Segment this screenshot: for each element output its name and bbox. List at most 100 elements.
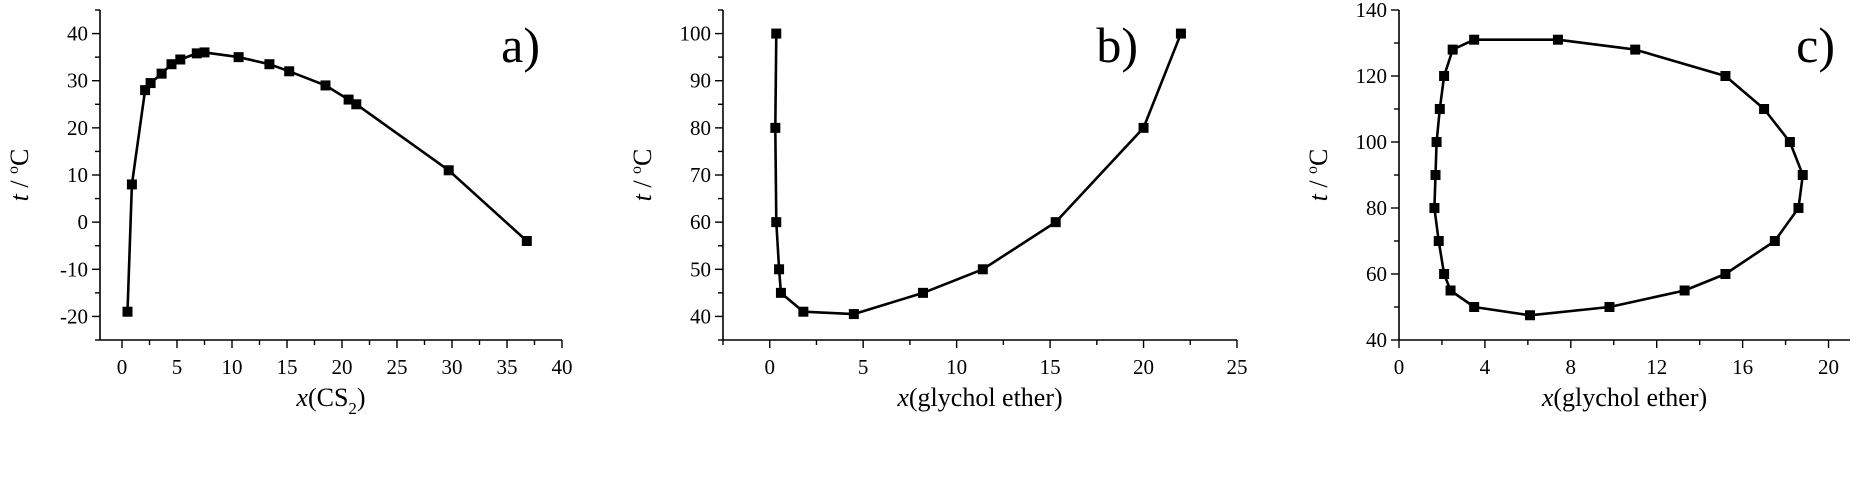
y-tick-label: 0 — [78, 210, 89, 234]
data-point — [1759, 104, 1770, 114]
panel-label: c) — [1796, 17, 1835, 73]
series-line — [126, 51, 528, 312]
data-point — [351, 99, 362, 110]
y-tick-label: 70 — [690, 163, 711, 187]
data-point — [1604, 302, 1615, 312]
y-tick-label: 120 — [1356, 64, 1388, 88]
data-point — [977, 264, 988, 275]
x-tick-label: 0 — [117, 355, 128, 379]
y-tick-label: 20 — [67, 116, 88, 140]
data-point — [175, 54, 186, 65]
data-point — [233, 52, 244, 63]
x-tick-label: 10 — [222, 355, 243, 379]
x-tick-label: 10 — [946, 355, 967, 379]
data-point — [798, 306, 809, 317]
data-point — [1445, 285, 1456, 296]
x-tick-label: 5 — [172, 355, 183, 379]
y-tick-label: 50 — [690, 257, 711, 281]
x-tick-label: 16 — [1732, 355, 1753, 379]
y-tick-label: 30 — [67, 69, 88, 93]
data-point — [848, 309, 859, 320]
data-point — [521, 236, 532, 246]
data-point — [1430, 170, 1441, 180]
x-tick-label: 20 — [1818, 355, 1839, 379]
x-tick-label: 0 — [764, 355, 775, 379]
x-tick-label: 20 — [1133, 355, 1154, 379]
data-point — [1439, 71, 1450, 81]
chart-panel-1: 0 5 10 15 20 25 30 35 40 -20 -10 0 10 20 30 40 x(CS2) t /… — [5, 9, 573, 418]
data-point — [122, 306, 133, 317]
data-point — [343, 94, 354, 105]
data-point — [770, 122, 781, 133]
data-point — [320, 80, 331, 91]
data-point — [1720, 269, 1731, 279]
data-point — [1431, 137, 1442, 147]
x-tick-label: 25 — [387, 355, 408, 379]
data-point — [1679, 285, 1690, 296]
y-tick-label: -20 — [60, 304, 88, 328]
x-tick-label: 0 — [1394, 355, 1405, 379]
data-point — [145, 78, 156, 89]
data-point — [1784, 137, 1795, 147]
y-tick-label: 60 — [690, 210, 711, 234]
data-point — [1797, 170, 1808, 180]
y-axis-title: t / oC — [628, 149, 657, 202]
data-point — [1138, 122, 1149, 133]
x-axis-title: x(glychol ether) — [1541, 383, 1707, 412]
y-tick-label: -10 — [60, 257, 88, 281]
data-point — [774, 264, 785, 275]
data-point — [1720, 71, 1731, 81]
data-point — [1769, 236, 1780, 246]
y-tick-label: 140 — [1356, 0, 1388, 22]
data-point — [443, 165, 454, 176]
x-tick-label: 40 — [552, 355, 573, 379]
data-point — [1525, 310, 1536, 321]
y-tick-label: 100 — [680, 22, 712, 46]
y-tick-label: 100 — [1356, 130, 1388, 154]
data-point — [1433, 236, 1444, 246]
panel-label: b) — [1096, 17, 1138, 73]
y-axis-title: t / oC — [1304, 149, 1333, 202]
data-point — [284, 66, 295, 77]
data-point — [1469, 302, 1480, 312]
data-point — [771, 28, 782, 39]
x-tick-label: 5 — [858, 355, 869, 379]
data-point — [917, 287, 928, 298]
x-tick-label: 4 — [1480, 355, 1491, 379]
y-tick-label: 40 — [690, 304, 711, 328]
data-point — [156, 68, 167, 79]
y-tick-label: 10 — [67, 163, 88, 187]
series-line — [773, 33, 1183, 316]
x-tick-label: 15 — [277, 355, 298, 379]
data-point — [1469, 34, 1480, 45]
y-tick-label: 60 — [1366, 262, 1387, 286]
data-point — [1793, 203, 1804, 213]
y-tick-label: 80 — [1366, 196, 1387, 220]
data-point — [264, 59, 275, 70]
data-point — [1434, 104, 1445, 114]
y-tick-label: 90 — [690, 69, 711, 93]
x-axis-title: x(CS2) — [295, 383, 365, 418]
data-point — [1175, 28, 1186, 39]
data-point — [126, 179, 137, 190]
x-axis-title: x(glychol ether) — [896, 383, 1062, 412]
chart-panel-3: 0 4 8 12 16 20 40 60 80 100 120 140 x(glychol ether)… — [1304, 0, 1850, 412]
x-tick-label: 12 — [1646, 355, 1667, 379]
data-point — [1050, 217, 1061, 228]
y-tick-label: 80 — [690, 116, 711, 140]
panel-label: a) — [501, 17, 540, 73]
y-tick-label: 40 — [1366, 328, 1387, 352]
x-tick-label: 20 — [332, 355, 353, 379]
data-point — [140, 85, 151, 96]
data-point — [1447, 44, 1458, 55]
data-point — [1630, 44, 1641, 55]
data-point — [771, 217, 782, 228]
data-point — [1429, 203, 1440, 213]
x-tick-label: 15 — [1040, 355, 1061, 379]
x-tick-label: 8 — [1566, 355, 1577, 379]
series-line — [1433, 38, 1805, 317]
data-point — [191, 48, 202, 59]
y-tick-label: 40 — [67, 22, 88, 46]
